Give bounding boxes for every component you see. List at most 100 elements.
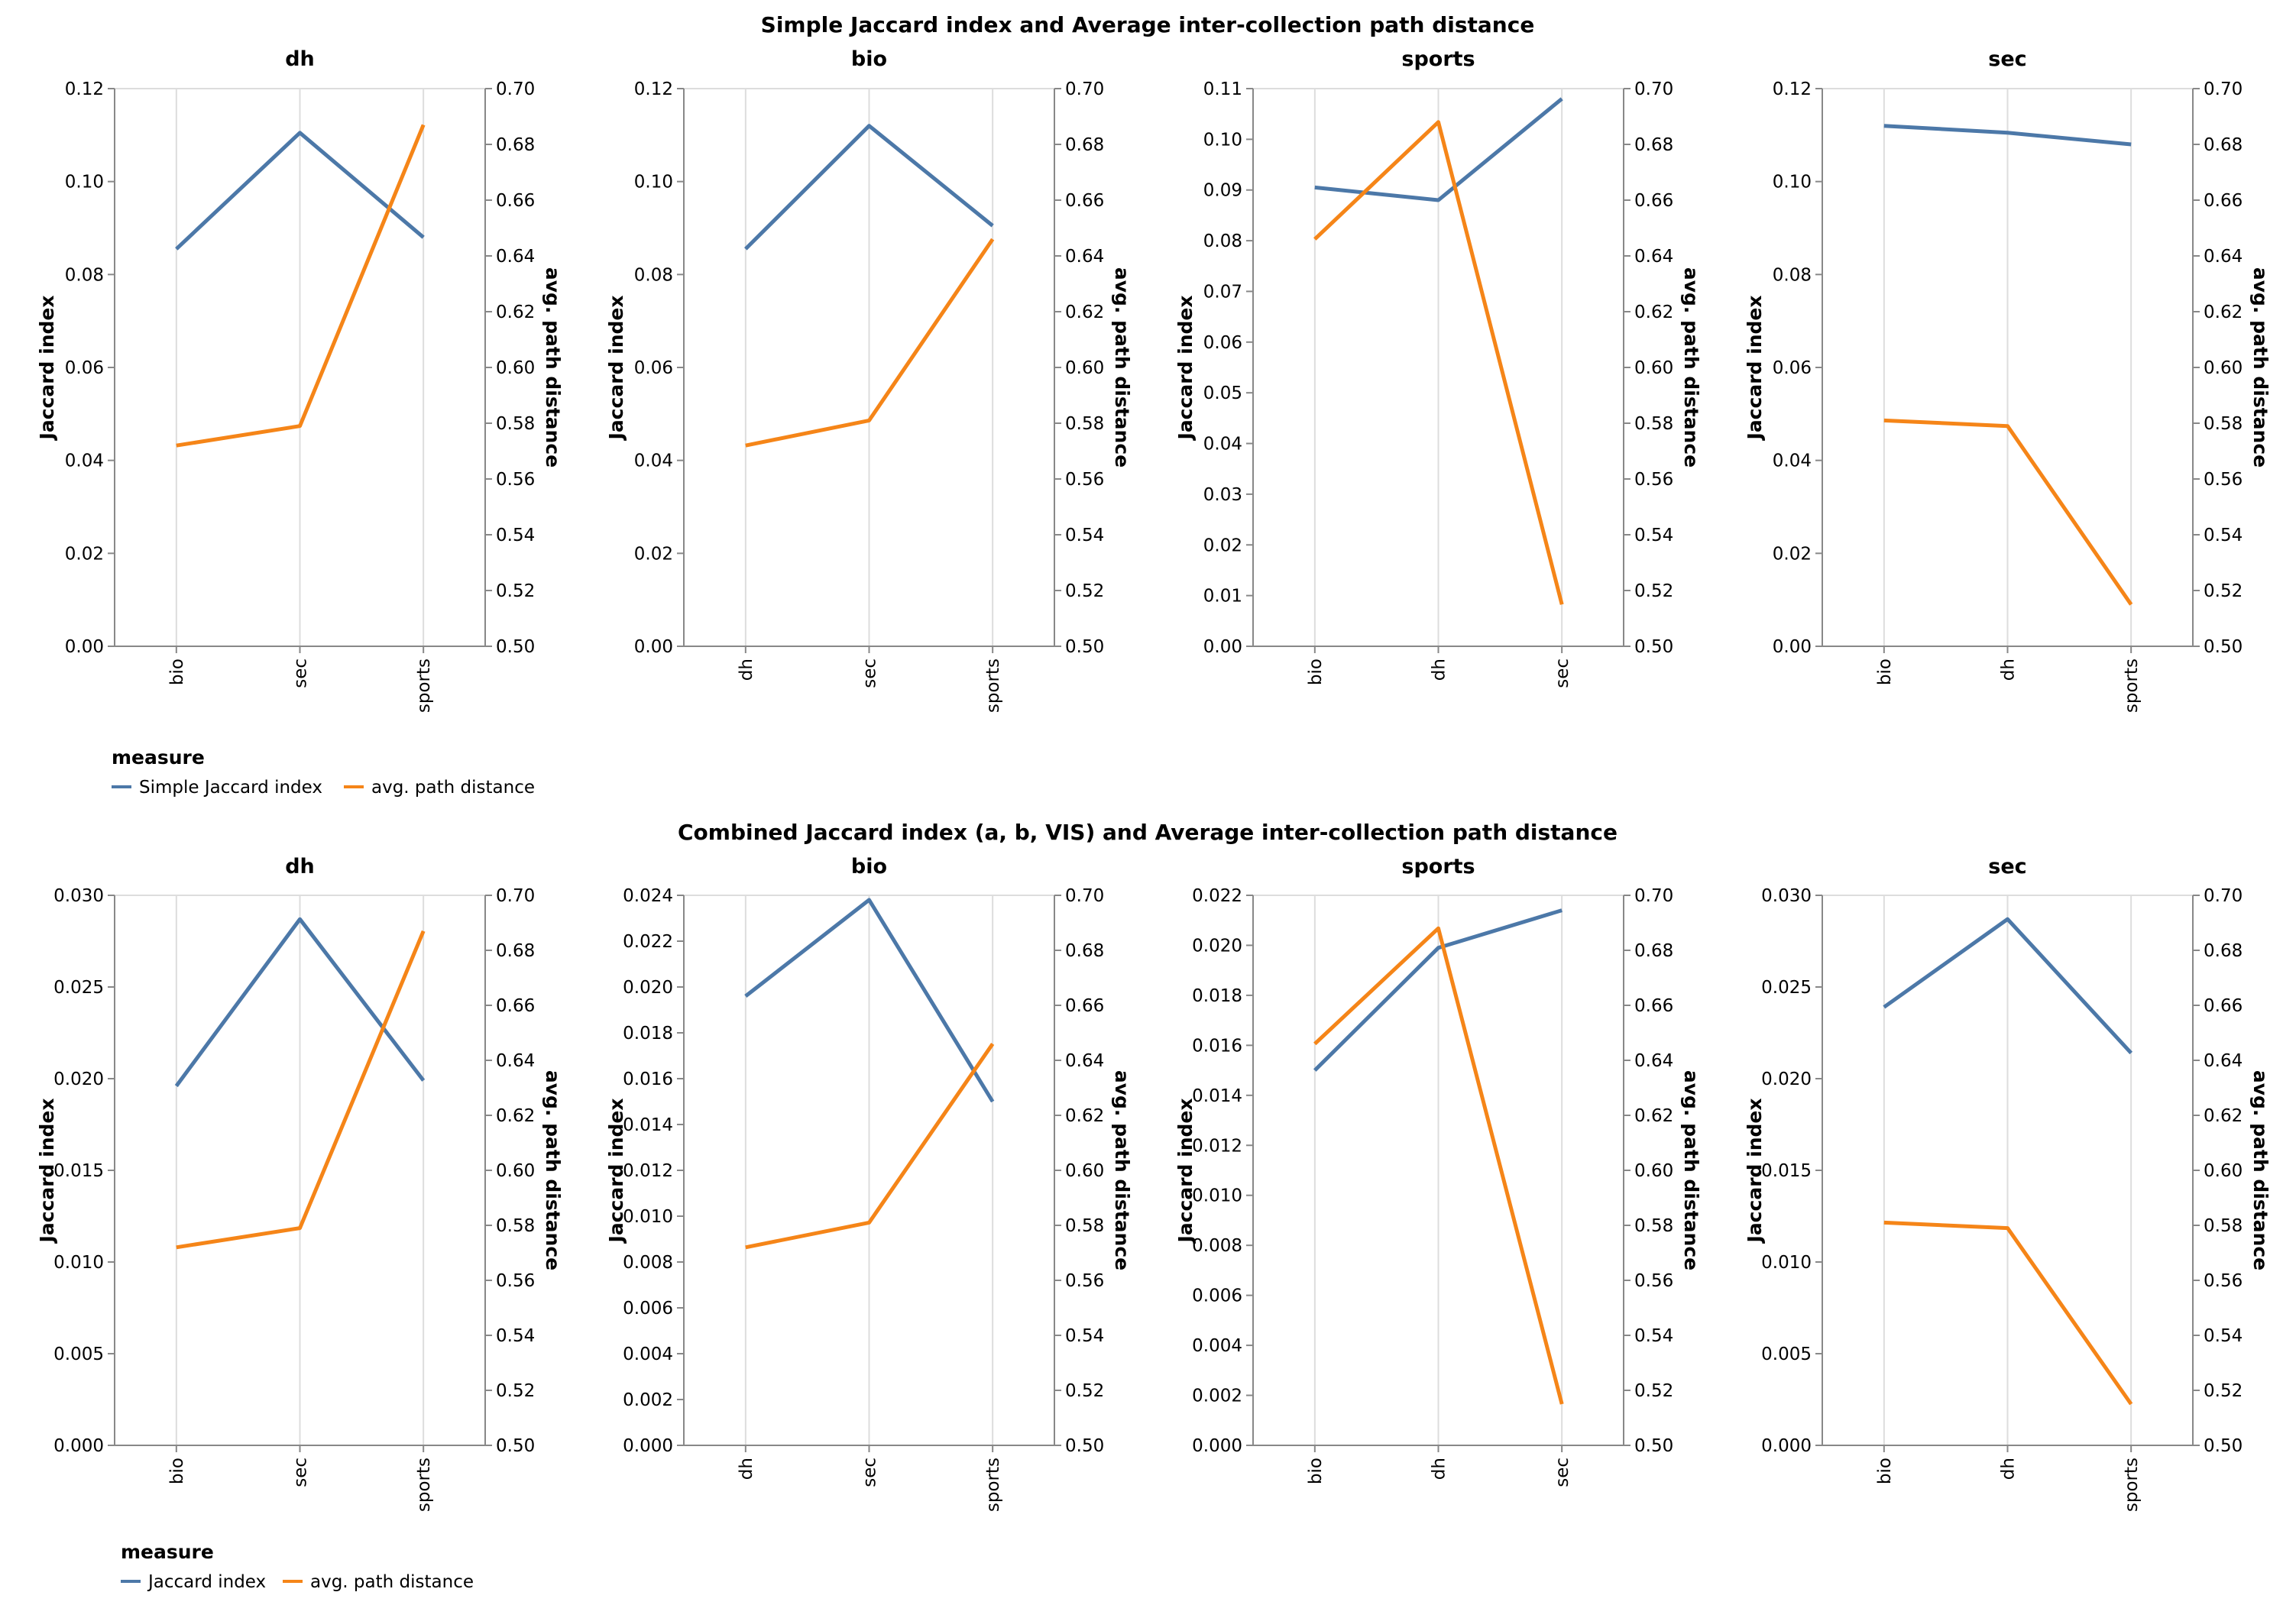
left-axis-title: Jaccard index bbox=[1174, 1099, 1197, 1244]
left-tick-label: 0.10 bbox=[1203, 130, 1242, 150]
panel-title: dh bbox=[285, 855, 315, 879]
series-line-jaccard bbox=[1313, 908, 1563, 1072]
x-tick-label: dh bbox=[1999, 659, 2019, 681]
right-tick-label: 0.52 bbox=[1065, 1381, 1104, 1401]
right-tick-label: 0.66 bbox=[496, 191, 535, 211]
left-tick-label: 0.012 bbox=[1192, 1136, 1242, 1156]
right-tick-label: 0.64 bbox=[1634, 247, 1673, 267]
left-tick-label: 0.08 bbox=[1203, 231, 1242, 251]
left-tick-label: 0.08 bbox=[1773, 265, 1812, 285]
x-tick-label: bio bbox=[1306, 659, 1326, 685]
legend-title: measure bbox=[112, 746, 205, 769]
right-tick-label: 0.68 bbox=[2204, 941, 2243, 961]
x-tick-label: sec bbox=[1553, 1458, 1572, 1487]
series-line-jaccard bbox=[1883, 124, 2132, 147]
right-tick-label: 0.60 bbox=[1065, 1161, 1104, 1181]
right-tick-label: 0.60 bbox=[1634, 1161, 1673, 1181]
left-axis-title: Jaccard index bbox=[36, 296, 58, 442]
series-line-avg-path-distance bbox=[1313, 926, 1564, 1405]
left-tick-label: 0.018 bbox=[623, 1024, 673, 1044]
left-tick-label: 0.04 bbox=[634, 451, 673, 471]
right-tick-label: 0.60 bbox=[1065, 358, 1104, 378]
right-tick-label: 0.66 bbox=[1065, 191, 1104, 211]
right-tick-label: 0.50 bbox=[2204, 637, 2243, 657]
panel-title: bio bbox=[851, 855, 887, 879]
left-tick-label: 0.030 bbox=[1761, 886, 1812, 906]
left-tick-label: 0.06 bbox=[1773, 358, 1812, 378]
x-tick-label: dh bbox=[737, 1458, 756, 1480]
legend-entry: avg. path distance bbox=[371, 778, 535, 798]
left-tick-label: 0.020 bbox=[53, 1069, 104, 1089]
left-tick-label: 0.016 bbox=[623, 1069, 673, 1089]
right-axis-title: avg. path distance bbox=[2249, 267, 2272, 468]
right-tick-label: 0.68 bbox=[1634, 941, 1673, 961]
right-tick-label: 0.58 bbox=[2204, 414, 2243, 434]
left-tick-label: 0.06 bbox=[634, 358, 673, 378]
right-tick-label: 0.50 bbox=[496, 637, 535, 657]
right-tick-label: 0.62 bbox=[496, 1106, 535, 1126]
left-tick-label: 0.010 bbox=[623, 1207, 673, 1227]
x-tick-label: sec bbox=[1553, 659, 1572, 688]
left-tick-label: 0.022 bbox=[1192, 886, 1242, 906]
series-line-avg-path-distance bbox=[1313, 120, 1564, 605]
left-tick-label: 0.05 bbox=[1203, 383, 1242, 403]
right-tick-label: 0.70 bbox=[496, 79, 535, 99]
x-tick-label: bio bbox=[1875, 659, 1895, 685]
left-tick-label: 0.10 bbox=[634, 173, 673, 193]
right-tick-label: 0.64 bbox=[496, 247, 535, 267]
right-tick-label: 0.56 bbox=[496, 1271, 535, 1291]
right-tick-label: 0.56 bbox=[2204, 470, 2243, 490]
right-tick-label: 0.54 bbox=[1634, 526, 1673, 545]
panel-title: sports bbox=[1401, 855, 1475, 879]
legend-title: measure bbox=[121, 1541, 214, 1563]
left-axis-title: Jaccard index bbox=[1744, 296, 1766, 442]
chart-title: Simple Jaccard index and Average inter-c… bbox=[761, 12, 1535, 37]
left-axis-title: Jaccard index bbox=[36, 1099, 58, 1244]
left-tick-label: 0.010 bbox=[53, 1253, 104, 1273]
left-tick-label: 0.018 bbox=[1192, 986, 1242, 1006]
x-tick-label: bio bbox=[1875, 1458, 1895, 1484]
left-tick-label: 0.00 bbox=[1203, 637, 1242, 657]
left-tick-label: 0.010 bbox=[1192, 1186, 1242, 1206]
legend-entry: Jaccard index bbox=[147, 1572, 266, 1592]
right-tick-label: 0.64 bbox=[2204, 1051, 2243, 1071]
left-tick-label: 0.00 bbox=[634, 637, 673, 657]
right-tick-label: 0.56 bbox=[2204, 1271, 2243, 1291]
left-tick-label: 0.000 bbox=[623, 1436, 673, 1456]
left-tick-label: 0.11 bbox=[1203, 79, 1242, 99]
x-tick-label: sports bbox=[414, 659, 434, 713]
right-tick-label: 0.64 bbox=[2204, 247, 2243, 267]
right-tick-label: 0.62 bbox=[2204, 303, 2243, 322]
left-tick-label: 0.005 bbox=[1761, 1345, 1812, 1364]
right-tick-label: 0.66 bbox=[1634, 191, 1673, 211]
left-tick-label: 0.000 bbox=[1192, 1436, 1242, 1456]
series-line-avg-path-distance bbox=[745, 238, 995, 448]
left-axis-title: Jaccard index bbox=[605, 1099, 627, 1244]
x-tick-label: bio bbox=[1306, 1458, 1326, 1484]
x-tick-label: sports bbox=[2122, 659, 2142, 713]
left-tick-label: 0.02 bbox=[1203, 536, 1242, 555]
x-tick-label: sports bbox=[983, 1458, 1003, 1512]
left-axis-title: Jaccard index bbox=[1744, 1099, 1766, 1244]
series-line-avg-path-distance bbox=[1883, 1220, 2133, 1406]
right-tick-label: 0.56 bbox=[1065, 1271, 1104, 1291]
right-axis-title: avg. path distance bbox=[542, 1070, 564, 1270]
x-tick-label: dh bbox=[737, 659, 756, 681]
x-tick-label: bio bbox=[167, 1458, 187, 1484]
left-tick-label: 0.08 bbox=[65, 265, 104, 285]
left-tick-label: 0.12 bbox=[1773, 79, 1812, 99]
x-tick-label: bio bbox=[167, 659, 187, 685]
right-tick-label: 0.50 bbox=[1634, 1436, 1673, 1456]
left-tick-label: 0.12 bbox=[65, 79, 104, 99]
series-line-avg-path-distance bbox=[1883, 418, 2133, 606]
panel-bio: bio 0.000 0.002 0.004 0.006 0.008 0.010 0.012 0.… bbox=[605, 855, 1133, 1512]
right-tick-label: 0.68 bbox=[1065, 135, 1104, 155]
right-tick-label: 0.68 bbox=[1634, 135, 1673, 155]
left-tick-label: 0.10 bbox=[65, 173, 104, 193]
left-tick-label: 0.022 bbox=[623, 932, 673, 952]
right-tick-label: 0.52 bbox=[496, 581, 535, 601]
x-tick-label: sports bbox=[983, 659, 1003, 713]
left-tick-label: 0.02 bbox=[65, 544, 104, 564]
